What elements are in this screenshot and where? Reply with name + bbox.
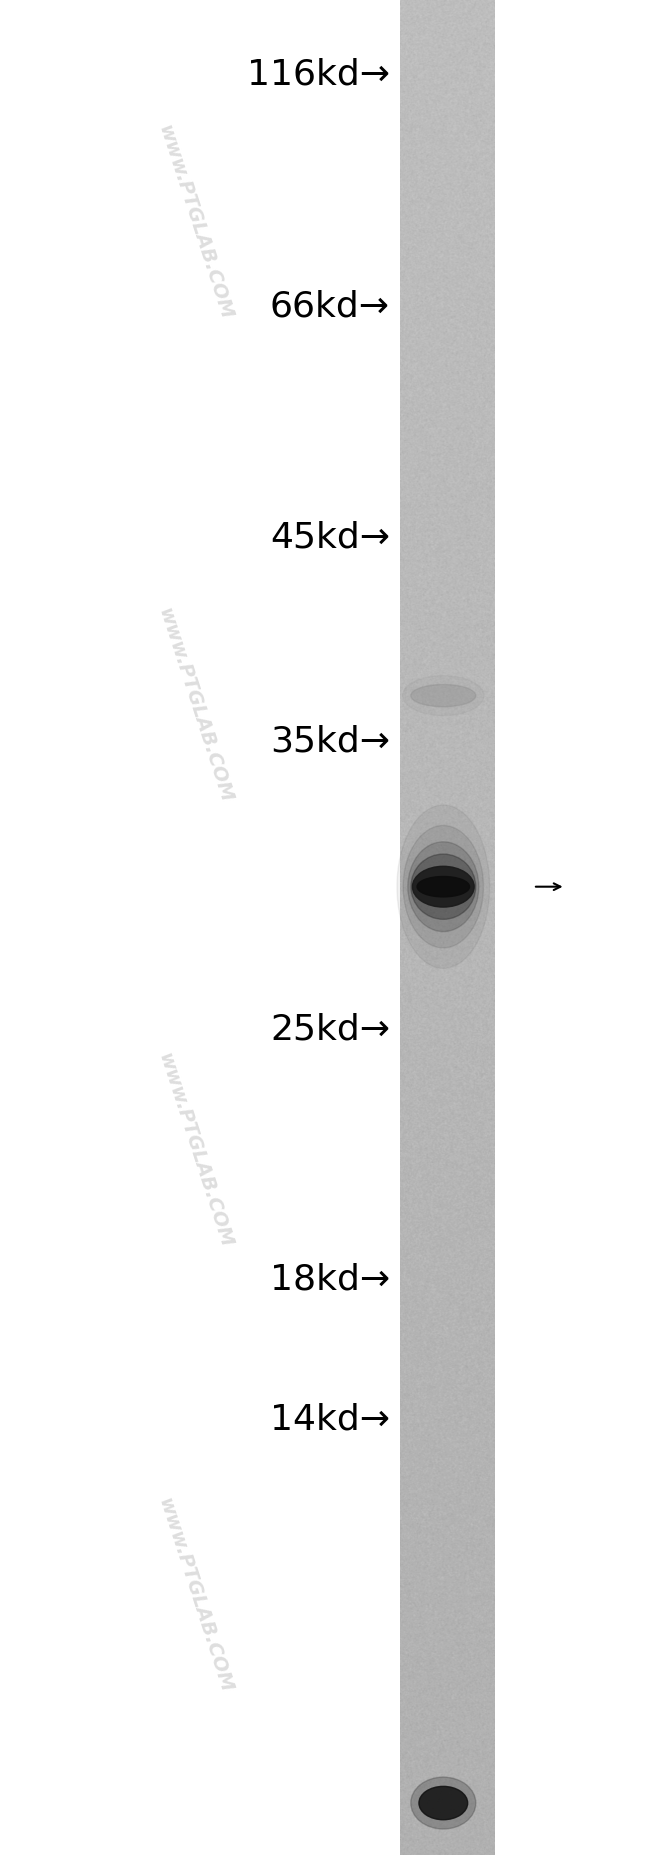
Ellipse shape [411,684,476,707]
Text: www.PTGLAB.COM: www.PTGLAB.COM [155,605,235,805]
Ellipse shape [403,675,484,716]
Text: 35kd→: 35kd→ [270,725,390,759]
Text: 18kd→: 18kd→ [270,1263,390,1297]
Text: 66kd→: 66kd→ [270,289,390,323]
Ellipse shape [411,853,476,920]
Text: 25kd→: 25kd→ [270,1013,390,1046]
Text: www.PTGLAB.COM: www.PTGLAB.COM [155,122,235,323]
Text: 14kd→: 14kd→ [270,1402,390,1436]
Text: 45kd→: 45kd→ [270,521,390,555]
Bar [400,0,494,1855]
Ellipse shape [403,825,484,948]
Ellipse shape [417,876,469,896]
Ellipse shape [411,1777,476,1829]
Ellipse shape [408,842,479,931]
Ellipse shape [419,1786,468,1820]
Text: 116kd→: 116kd→ [247,58,390,91]
Ellipse shape [413,866,474,907]
Text: www.PTGLAB.COM: www.PTGLAB.COM [155,1050,235,1250]
Ellipse shape [397,805,489,968]
Text: www.PTGLAB.COM: www.PTGLAB.COM [155,1495,235,1695]
